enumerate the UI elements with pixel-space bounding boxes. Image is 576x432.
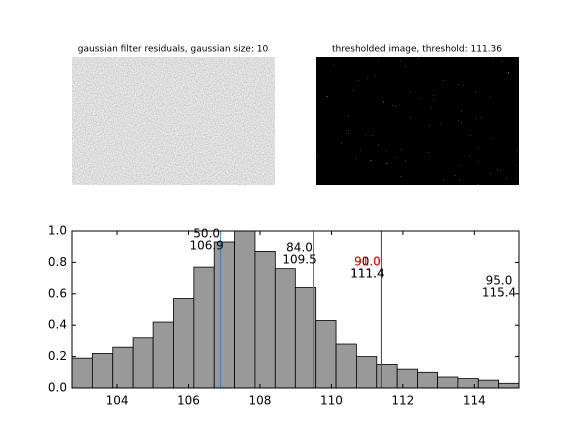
- x-tick-label: 110: [320, 394, 343, 408]
- value-label: 106.9: [189, 239, 223, 253]
- bar: [112, 346, 134, 389]
- residual-image: [72, 57, 275, 185]
- y-tick-label: 0.8: [48, 255, 67, 269]
- percentile-label: 50.0: [193, 227, 220, 241]
- y-tick-label: 0.0: [48, 381, 67, 395]
- x-tick-label: 106: [177, 394, 200, 408]
- percentile-label: 95.0: [486, 274, 513, 288]
- bar: [152, 321, 174, 389]
- x-tick-label: 112: [391, 394, 414, 408]
- bar: [274, 268, 296, 389]
- y-tick-label: 1.0: [48, 224, 67, 238]
- value-label: 111.4: [350, 267, 384, 281]
- percentile-label: 84.0: [286, 241, 313, 255]
- bar: [498, 382, 520, 389]
- axes-frame: [71, 230, 520, 389]
- bar: [315, 320, 337, 389]
- x-tick-label: 108: [248, 394, 271, 408]
- x-tick-label: 104: [106, 394, 129, 408]
- value-label: 109.5: [282, 253, 316, 267]
- bar: [91, 353, 114, 389]
- bar: [71, 357, 93, 389]
- image-title: thresholded image, threshold: 111.36: [332, 45, 502, 55]
- percentile-label: 90.0: [354, 255, 381, 269]
- bar: [437, 376, 459, 389]
- bar: [254, 251, 276, 389]
- x-tick-label: 114: [463, 394, 486, 408]
- bar: [477, 379, 500, 389]
- value-label: 115.4: [482, 286, 516, 300]
- threshold-image: [316, 57, 519, 185]
- value-label: 111.4: [350, 267, 384, 281]
- bar: [335, 343, 357, 389]
- image-title: gaussian filter residuals, gaussian size…: [78, 45, 269, 55]
- bar: [376, 364, 398, 389]
- bar: [213, 241, 235, 389]
- bar: [234, 230, 256, 389]
- y-tick-label: 0.2: [48, 349, 67, 363]
- bar: [417, 371, 438, 389]
- bar: [294, 287, 317, 389]
- y-tick-label: 0.6: [48, 286, 67, 300]
- bar: [193, 266, 215, 389]
- bar: [457, 378, 479, 389]
- bar: [132, 337, 154, 389]
- bar: [173, 298, 195, 389]
- bar: [356, 356, 378, 389]
- bar: [396, 368, 418, 389]
- percentile-label: 91.0: [354, 255, 381, 269]
- y-tick-label: 0.4: [48, 318, 67, 332]
